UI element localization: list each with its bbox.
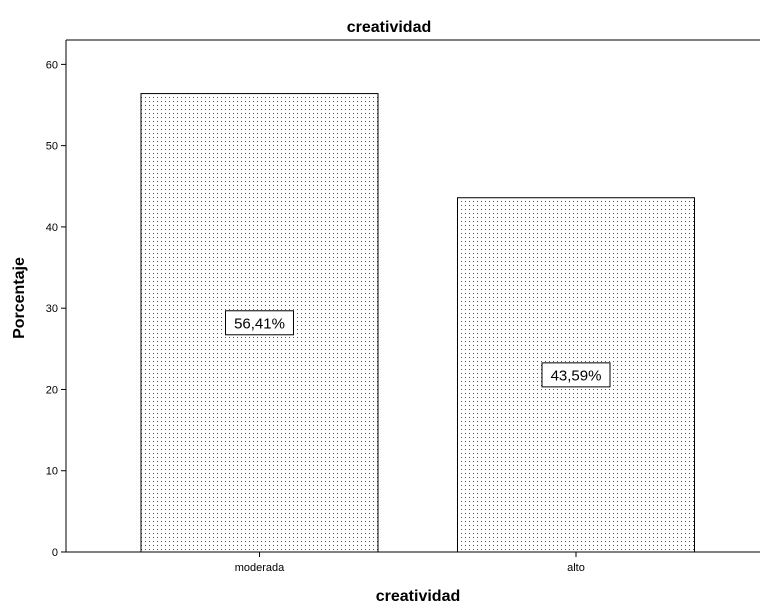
y-tick-label: 60 — [46, 59, 58, 71]
data-label-box-moderada — [225, 310, 294, 336]
x-axis-ticks: moderada alto — [235, 552, 585, 574]
x-tick-label-alto: alto — [567, 562, 585, 574]
data-label-moderada: 56,41% — [234, 315, 285, 332]
y-tick-label: 40 — [46, 222, 58, 234]
y-tick-label: 20 — [46, 384, 58, 396]
y-tick-label: 30 — [46, 303, 58, 315]
y-tick-label: 10 — [46, 466, 58, 478]
chart-title: creatividad — [347, 19, 431, 36]
y-axis-title: Porcentaje — [11, 257, 28, 339]
data-label-alto: 43,59% — [551, 367, 602, 384]
y-tick-label: 0 — [52, 547, 58, 559]
y-axis-ticks: 0 10 20 30 40 50 60 — [46, 59, 66, 559]
x-axis-title: creatividad — [376, 588, 460, 605]
bars-group — [140, 93, 695, 553]
data-label-box-alto — [541, 362, 611, 388]
y-tick-label: 50 — [46, 141, 58, 153]
x-tick-label-moderada: moderada — [235, 562, 285, 574]
data-labels-group: 56,41% 43,59% — [225, 310, 611, 388]
